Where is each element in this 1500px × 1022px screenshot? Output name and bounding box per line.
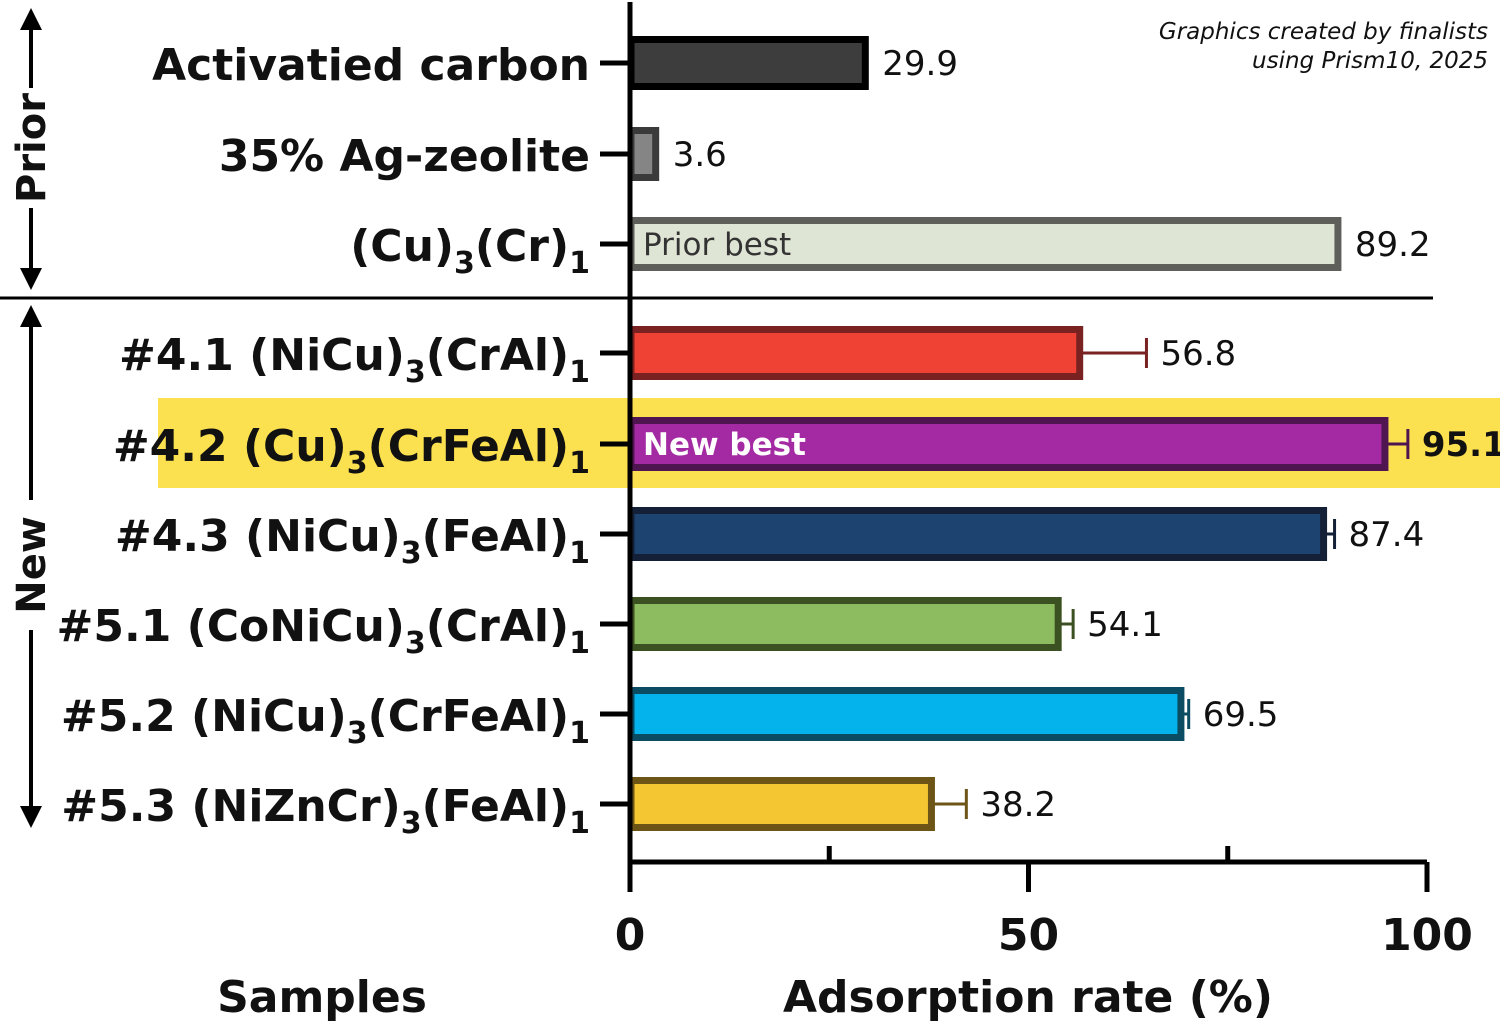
bar xyxy=(627,687,1185,741)
value-label: 38.2 xyxy=(980,785,1056,825)
credit-line-1: Graphics created by finalists xyxy=(1158,19,1488,45)
category-label: Activatied carbon xyxy=(152,40,590,91)
inside-bar-label: Prior best xyxy=(643,227,791,263)
category-label: #5.2 (NiCu)3(CrFeAl)1 xyxy=(61,691,590,751)
bar xyxy=(627,777,935,831)
category-label: (Cu)3(Cr)1 xyxy=(350,221,590,281)
bar xyxy=(627,127,660,181)
category-label: #4.2 (Cu)3(CrFeAl)1 xyxy=(113,421,590,481)
value-axis-title: Adsorption rate (%) xyxy=(783,972,1273,1022)
value-label: 95.1 xyxy=(1422,425,1500,465)
left-axis-title: Samples xyxy=(217,972,427,1022)
value-label: 56.8 xyxy=(1160,334,1236,374)
group-arrow-head-down xyxy=(20,806,42,828)
credit-line-2: using Prism10, 2025 xyxy=(1252,48,1488,74)
category-label: #4.3 (NiCu)3(FeAl)1 xyxy=(115,511,590,571)
category-label: #5.1 (CoNiCu)3(CrAl)1 xyxy=(57,601,590,661)
bar xyxy=(627,217,1342,271)
value-label: 54.1 xyxy=(1087,605,1163,645)
value-label: 89.2 xyxy=(1355,225,1431,265)
x-tick-label: 100 xyxy=(1381,910,1473,961)
value-label: 87.4 xyxy=(1349,515,1425,555)
value-label: 69.5 xyxy=(1203,695,1279,735)
credit-note: Graphics created by finalists using Pris… xyxy=(1159,18,1488,76)
bar xyxy=(627,36,869,90)
group-label: New xyxy=(9,516,55,614)
category-label: #4.1 (NiCu)3(CrAl)1 xyxy=(119,330,590,390)
group-arrow-head-up xyxy=(20,305,42,327)
x-tick-label: 0 xyxy=(615,910,646,961)
value-label: 3.6 xyxy=(673,135,727,175)
x-tick-label: 50 xyxy=(998,910,1059,961)
category-label: 35% Ag-zeolite xyxy=(219,131,590,182)
bar xyxy=(627,326,1084,380)
group-label: Prior xyxy=(9,93,55,203)
group-arrow-head-down xyxy=(20,268,42,290)
category-label: #5.3 (NiZnCr)3(FeAl)1 xyxy=(61,781,590,841)
inside-bar-label: New best xyxy=(643,427,806,463)
bar xyxy=(627,507,1328,561)
group-arrow-head-up xyxy=(20,8,42,30)
value-label: 29.9 xyxy=(882,44,958,84)
bar xyxy=(627,597,1062,651)
